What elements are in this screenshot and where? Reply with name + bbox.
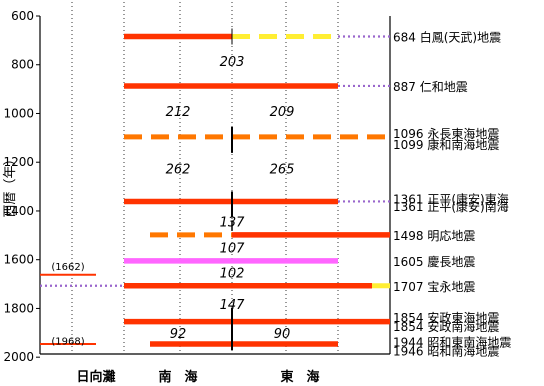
y-axis-title: 西暦（年） [3,152,18,217]
interval-label-3: 262 [166,162,191,177]
plot-frame [36,15,391,358]
interval-label-9: 92 [170,327,187,342]
earthquake-label-6: 1498 明応地震 [393,229,475,243]
earthquake-label-8: 1707 宝永地震 [393,280,475,294]
region-label-2: 東 海 [280,369,319,385]
earthquake-label-12: 1946 昭和南海地震 [393,343,499,358]
region-dividers [71,2,339,354]
side-year-label-0: (1662) [51,262,84,273]
y-tick-label-1600: 1600 [3,253,34,267]
earthquake-label-4: 1361 正平(康安)東海 [393,192,509,207]
region-label-0: 日向灘 [76,369,115,385]
y-tick-label-600: 600 [11,9,34,23]
y-tick-label-800: 800 [11,58,34,72]
y-tick-label-1000: 1000 [3,106,34,120]
y-tick-label-2000: 2000 [3,350,34,364]
earthquake-label-2: 1096 永長東海地震 [393,126,499,141]
interval-label-8: 147 [220,298,246,313]
earthquake-label-3: 1099 康和南海地震 [393,137,499,152]
earthquake-label-7: 1605 慶長地震 [393,255,475,269]
y-tick-label-1400: 1400 [3,204,34,218]
interval-label-10: 90 [274,327,291,342]
earthquake-label-9: 1854 安政東海地震 [393,310,499,325]
interval-label-1: 212 [166,105,191,120]
region-label-1: 南 海 [158,369,197,385]
earthquake-label-10: 1854 安政南海地震 [393,319,499,334]
y-tick-label-1800: 1800 [3,301,34,315]
interval-label-7: 102 [220,267,245,282]
chart-labels: 600 800 1000 1200 1400 1600 1800 2000 西暦（年） 203 21… [3,9,511,385]
interval-label-0: 203 [220,55,245,70]
earthquake-label-11: 1944 昭和東南海地震 [393,334,511,349]
interval-label-5: 137 [220,215,246,230]
side-year-label-1: (1968) [51,336,84,347]
earthquake-label-5: 1361 正平(康安)南海 [393,199,509,214]
earthquake-label-0: 684 白鳳(天武)地震 [393,29,501,44]
interval-label-2: 209 [270,105,295,120]
earthquake-label-1: 887 仁和地震 [393,80,468,94]
interval-label-6: 107 [220,242,246,257]
y-tick-label-1200: 1200 [3,155,34,169]
interval-label-4: 265 [270,162,295,177]
